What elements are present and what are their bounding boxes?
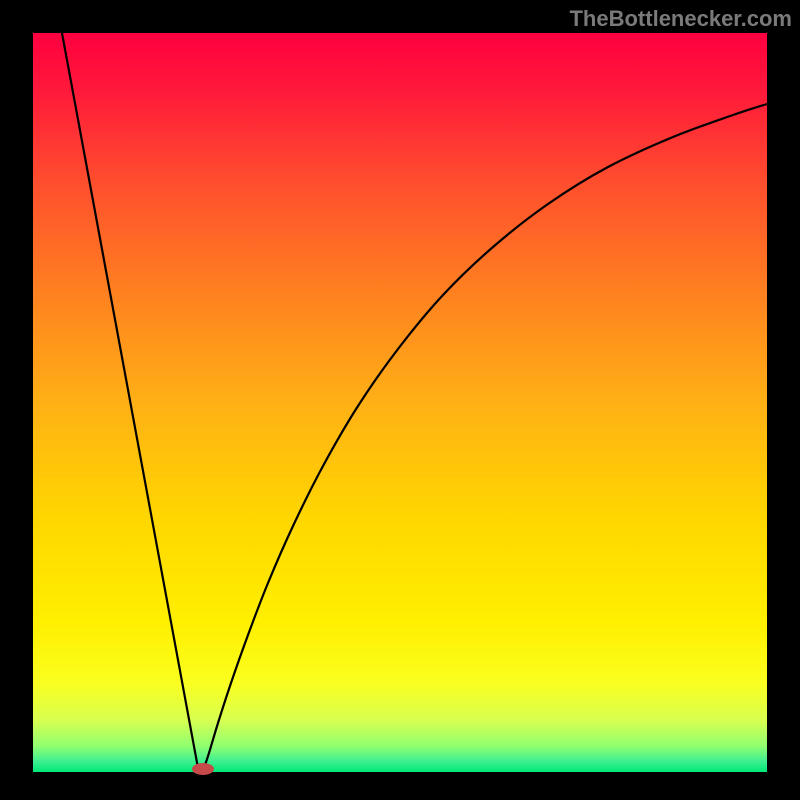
chart-container: TheBottlenecker.com xyxy=(0,0,800,800)
optimal-point-marker xyxy=(192,763,214,775)
bottleneck-curve xyxy=(33,33,767,772)
watermark-text: TheBottlenecker.com xyxy=(569,6,792,32)
plot-area xyxy=(33,33,767,772)
